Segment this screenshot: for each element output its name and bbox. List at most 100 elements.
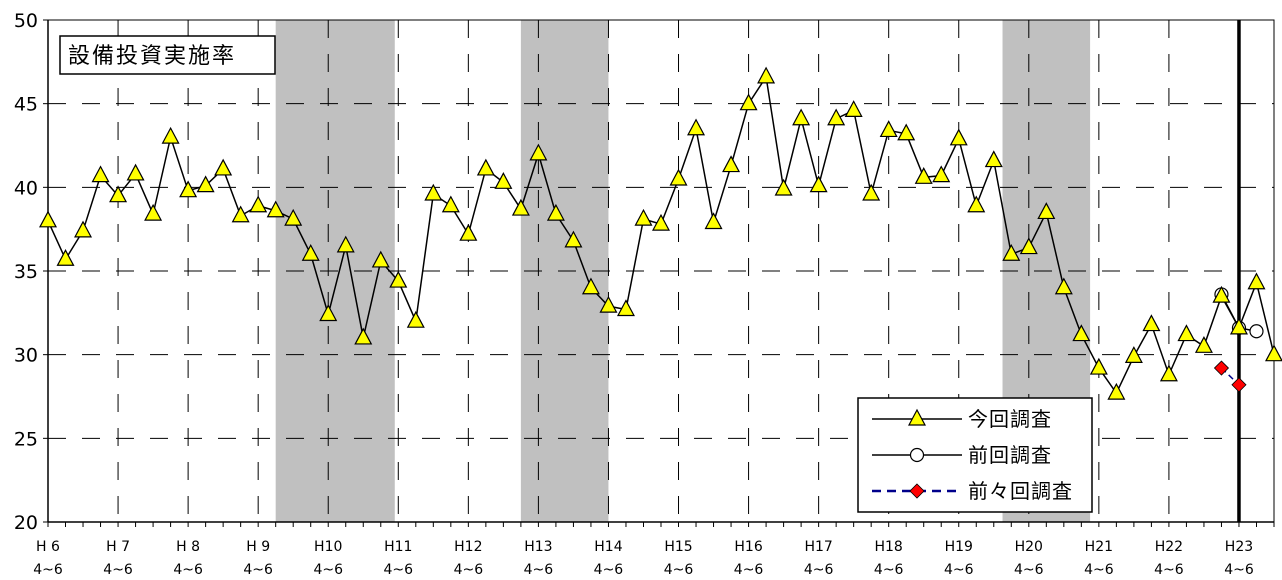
data-point-0 [266, 200, 285, 218]
x-tick-label-quarter: 4~6 [944, 562, 974, 578]
data-point-0 [179, 180, 198, 198]
data-point-0 [967, 195, 986, 213]
grid-lines [47, 20, 1274, 522]
data-point-0 [564, 230, 583, 248]
data-point-0 [792, 108, 811, 126]
data-point-0 [424, 183, 443, 201]
y-tick-label: 45 [14, 94, 38, 116]
data-point-0 [1054, 277, 1073, 295]
x-tick-label-year: H16 [734, 539, 762, 555]
data-series [39, 66, 1282, 400]
data-point-0 [879, 120, 898, 138]
data-point-0 [1072, 324, 1091, 342]
data-point-0 [109, 185, 128, 203]
data-point-0 [1019, 237, 1038, 255]
data-point-0 [1107, 382, 1126, 400]
data-point-0 [389, 270, 408, 288]
data-point-0 [196, 175, 215, 193]
x-tick-label-quarter: 4~6 [874, 562, 904, 578]
data-point-0 [511, 198, 530, 216]
data-point-2 [1213, 360, 1230, 376]
data-point-0 [371, 250, 390, 268]
data-point-0 [319, 304, 338, 322]
data-point-0 [354, 327, 373, 345]
legend-marker [909, 483, 925, 499]
chart-title-box: 設備投資実施率 [59, 35, 276, 75]
data-point-0 [249, 195, 268, 213]
data-point-0 [669, 168, 688, 186]
chart-title: 設備投資実施率 [68, 44, 236, 69]
data-point-0 [704, 212, 723, 230]
x-tick-label-year: H21 [1085, 539, 1113, 555]
data-point-0 [336, 235, 355, 253]
data-point-0 [91, 165, 110, 183]
data-point-0 [1177, 324, 1196, 342]
y-tick-label: 30 [14, 345, 38, 367]
data-point-1 [1249, 324, 1264, 339]
x-tick-label-year: H18 [875, 539, 903, 555]
legend-label: 前回調査 [968, 443, 1052, 467]
legend-label: 今回調査 [968, 407, 1052, 431]
data-point-0 [774, 178, 793, 196]
data-point-0 [1247, 272, 1266, 290]
y-tick-label: 20 [14, 512, 38, 534]
legend-label: 前々回調査 [968, 479, 1073, 503]
x-tick-label-quarter: 4~6 [243, 562, 273, 578]
data-point-0 [406, 310, 425, 328]
data-point-0 [1002, 243, 1021, 261]
x-tick-label-quarter: 4~6 [454, 562, 484, 578]
data-point-0 [862, 183, 881, 201]
x-tick-label-quarter: 4~6 [594, 562, 624, 578]
x-tick-label-year: H14 [594, 539, 622, 555]
x-tick-label-quarter: 4~6 [734, 562, 764, 578]
data-point-0 [984, 150, 1003, 168]
x-tick-label-year: H23 [1225, 539, 1253, 555]
data-point-0 [214, 158, 233, 176]
data-point-0 [161, 126, 180, 144]
data-point-0 [722, 155, 741, 173]
axes: 20 25 30 35 40 45 50 H 6 4~6 H 7 4~6 H 8 4~6 H 9 4~6 H1… [14, 10, 1275, 578]
data-point-0 [581, 277, 600, 295]
data-point-0 [634, 208, 653, 226]
data-point-0 [441, 195, 460, 213]
data-point-0 [284, 208, 303, 226]
data-point-0 [914, 167, 933, 184]
data-point-0 [687, 118, 706, 136]
data-point-0 [757, 66, 776, 84]
y-tick-label: 25 [14, 428, 38, 450]
data-point-0 [476, 158, 495, 176]
x-tick-label-quarter: 4~6 [384, 562, 414, 578]
x-tick-label-year: H 6 [36, 539, 60, 555]
x-tick-label-year: H15 [664, 539, 692, 555]
data-point-0 [546, 203, 565, 221]
y-tick-label: 40 [14, 177, 38, 199]
data-point-0 [231, 205, 250, 223]
x-tick-label-year: H 9 [246, 539, 270, 555]
x-tick-label-year: H19 [945, 539, 973, 555]
data-point-0 [616, 299, 635, 317]
data-point-0 [949, 128, 968, 146]
data-point-0 [1265, 344, 1282, 362]
x-tick-label-year: H20 [1015, 539, 1043, 555]
data-point-0 [1142, 314, 1161, 332]
x-tick-label-year: H 7 [106, 539, 130, 555]
data-point-0 [827, 108, 846, 126]
x-tick-label-quarter: 4~6 [103, 562, 133, 578]
data-point-0 [126, 163, 145, 181]
legend-marker [909, 447, 925, 463]
x-tick-label-year: H10 [314, 539, 342, 555]
x-tick-label-quarter: 4~6 [1084, 562, 1114, 578]
x-tick-label-quarter: 4~6 [1014, 562, 1044, 578]
data-point-0 [56, 249, 75, 266]
data-point-0 [739, 93, 758, 111]
data-point-0 [652, 213, 670, 231]
data-point-0 [1089, 357, 1108, 375]
x-tick-label-quarter: 4~6 [524, 562, 554, 578]
x-tick-label-year: H17 [804, 539, 832, 555]
title-frame [59, 35, 276, 75]
x-tick-label-year: H11 [384, 539, 412, 555]
x-tick-label-quarter: 4~6 [1224, 562, 1254, 578]
data-point-0 [1037, 202, 1056, 220]
